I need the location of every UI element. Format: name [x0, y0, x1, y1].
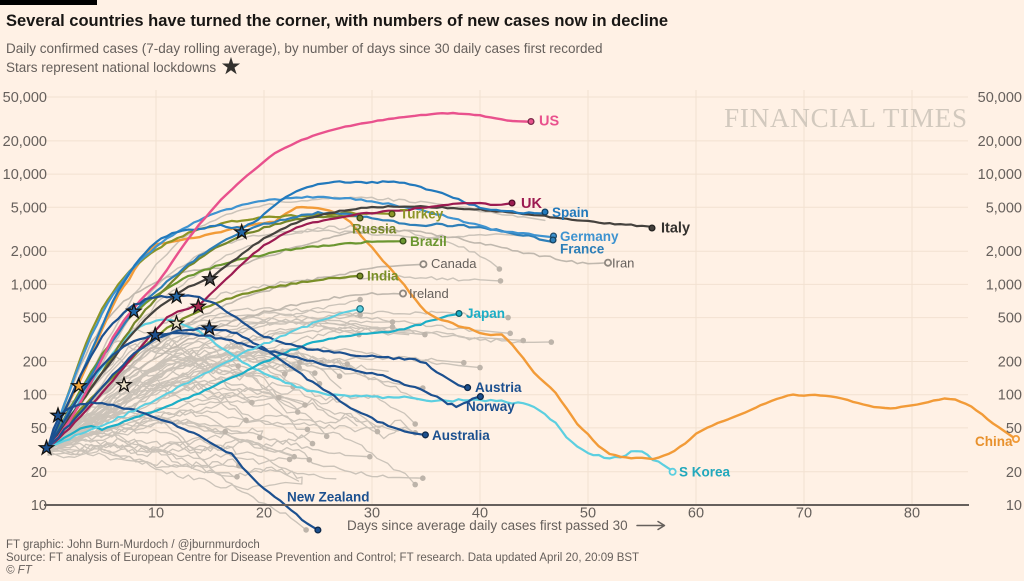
- svg-text:5,000: 5,000: [11, 200, 47, 216]
- svg-text:50: 50: [31, 421, 47, 437]
- svg-text:70: 70: [796, 506, 812, 522]
- svg-text:200: 200: [998, 355, 1022, 371]
- svg-text:80: 80: [904, 506, 920, 522]
- svg-text:Daily confirmed cases (7-day r: Daily confirmed cases (7-day rolling ave…: [6, 41, 603, 56]
- svg-text:50: 50: [580, 506, 596, 522]
- svg-text:S Korea: S Korea: [679, 465, 731, 480]
- svg-text:20: 20: [31, 465, 47, 481]
- svg-text:50,000: 50,000: [978, 90, 1022, 106]
- svg-text:Canada: Canada: [431, 256, 477, 271]
- svg-text:50: 50: [1006, 421, 1022, 437]
- svg-text:10,000: 10,000: [978, 167, 1022, 183]
- svg-text:10,000: 10,000: [3, 167, 47, 183]
- svg-text:Spain: Spain: [552, 205, 589, 220]
- svg-text:100: 100: [23, 388, 47, 404]
- svg-text:China: China: [975, 434, 1013, 449]
- svg-text:India: India: [367, 269, 399, 284]
- svg-text:Source: FT analysis of Europea: Source: FT analysis of European Centre f…: [6, 552, 639, 564]
- svg-text:20,000: 20,000: [978, 134, 1022, 150]
- svg-text:FT graphic: John Burn-Murdoch: FT graphic: John Burn-Murdoch / @jburnmu…: [6, 539, 260, 551]
- svg-text:Several countries have turned: Several countries have turned the corner…: [6, 12, 668, 30]
- svg-text:40: 40: [472, 506, 488, 522]
- svg-text:10: 10: [148, 506, 164, 522]
- svg-text:500: 500: [998, 311, 1022, 327]
- svg-text:10: 10: [1006, 498, 1022, 514]
- svg-text:100: 100: [998, 388, 1022, 404]
- svg-text:Russia: Russia: [352, 222, 397, 237]
- svg-text:Australia: Australia: [432, 428, 490, 443]
- svg-text:Japan: Japan: [466, 306, 505, 321]
- svg-text:FINANCIAL TIMES: FINANCIAL TIMES: [724, 103, 968, 133]
- svg-text:50,000: 50,000: [3, 90, 47, 106]
- svg-text:Stars represent national lockd: Stars represent national lockdowns: [6, 60, 216, 75]
- svg-text:UK: UK: [521, 196, 542, 212]
- svg-text:5,000: 5,000: [986, 200, 1022, 216]
- svg-text:Days since average daily cases: Days since average daily cases first pas…: [347, 518, 628, 533]
- svg-text:2,000: 2,000: [986, 244, 1022, 260]
- svg-text:France: France: [560, 242, 605, 257]
- svg-text:30: 30: [364, 506, 380, 522]
- svg-text:Brazil: Brazil: [410, 234, 447, 249]
- svg-text:New Zealand: New Zealand: [287, 490, 370, 505]
- svg-text:20: 20: [1006, 465, 1022, 481]
- svg-text:Turkey: Turkey: [400, 207, 444, 222]
- svg-text:Norway: Norway: [466, 399, 515, 414]
- svg-text:10: 10: [31, 498, 47, 514]
- svg-text:Italy: Italy: [661, 221, 690, 237]
- svg-text:500: 500: [23, 311, 47, 327]
- svg-text:2,000: 2,000: [11, 244, 47, 260]
- svg-text:Austria: Austria: [475, 380, 522, 395]
- svg-text:200: 200: [23, 355, 47, 371]
- svg-text:Germany: Germany: [560, 229, 619, 244]
- svg-text:Iran: Iran: [612, 256, 634, 271]
- svg-text:Ireland: Ireland: [409, 286, 449, 301]
- svg-text:60: 60: [688, 506, 704, 522]
- svg-text:© FT: © FT: [6, 565, 33, 577]
- svg-text:1,000: 1,000: [11, 277, 47, 293]
- svg-text:20,000: 20,000: [3, 134, 47, 150]
- svg-text:1,000: 1,000: [986, 277, 1022, 293]
- svg-text:US: US: [539, 114, 559, 130]
- svg-text:20: 20: [256, 506, 272, 522]
